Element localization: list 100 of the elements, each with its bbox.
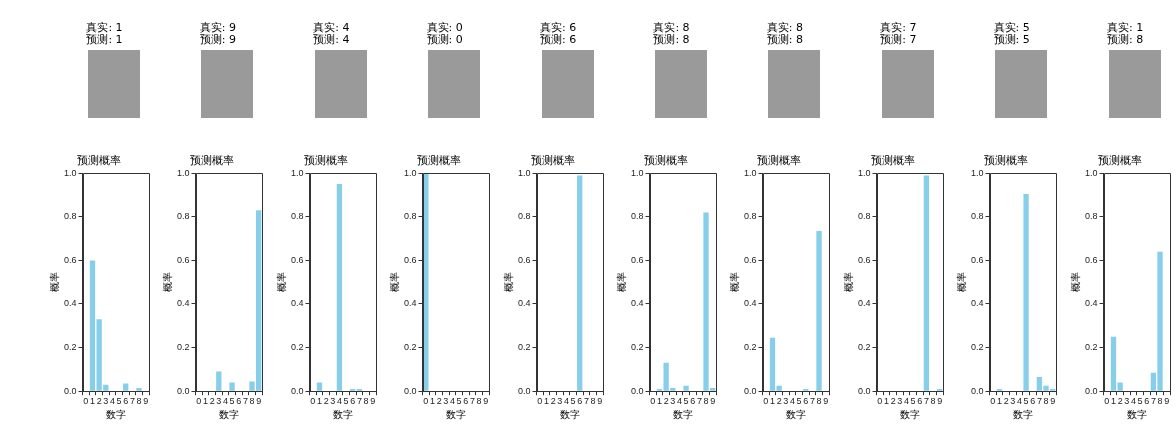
y-tick-label: 0.0 (64, 385, 77, 396)
x-tick-label: 7 (1150, 396, 1156, 407)
x-tick-label: 1 (883, 396, 889, 407)
x-tick-label: 5 (1137, 396, 1143, 407)
y-axis-title: 概率 (275, 272, 287, 293)
x-axis-title: 数字 (332, 408, 353, 420)
y-tick-label: 0.0 (290, 385, 304, 396)
y-axis-title: 概率 (48, 272, 60, 293)
x-tick-label: 5 (1023, 396, 1029, 407)
x-tick-label: 0 (423, 396, 429, 407)
y-tick-label: 0.2 (404, 342, 417, 353)
x-tick-label: 3 (556, 396, 562, 407)
x-tick-label: 2 (890, 396, 896, 407)
text: 预测: 8 (652, 33, 691, 46)
y-tick-label: 0.0 (177, 385, 190, 396)
x-tick-label: 6 (123, 396, 129, 407)
x-tick-label: 2 (96, 396, 102, 407)
y-tick-label: 0.2 (1084, 342, 1098, 353)
x-tick-label: 9 (256, 396, 262, 407)
y-tick-label: 0.2 (631, 342, 644, 353)
y-tick-label: 0.6 (290, 254, 304, 265)
x-tick-label: 3 (1010, 396, 1016, 407)
x-tick-label: 0 (990, 396, 996, 407)
x-tick-label: 0 (877, 396, 883, 407)
y-tick-label: 0.0 (744, 385, 757, 396)
x-axis-title: 数字 (445, 408, 466, 420)
x-tick-label: 4 (336, 396, 342, 407)
x-axis-title: 数字 (105, 408, 126, 420)
x-tick-label: 4 (903, 396, 909, 407)
x-tick-label: 1 (203, 396, 209, 407)
y-tick-label: 0.6 (404, 254, 417, 265)
y-tick-label: 0.4 (404, 298, 417, 309)
x-tick-label: 1 (543, 396, 549, 407)
x-tick-label: 9 (143, 396, 149, 407)
x-tick-label: 9 (710, 396, 716, 407)
y-tick-label: 0.8 (177, 211, 190, 222)
x-tick-label: 4 (1130, 396, 1136, 407)
x-axis-title: 数字 (559, 408, 580, 420)
bar (816, 230, 823, 391)
y-tick-label: 0.0 (971, 385, 984, 396)
x-tick-label: 7 (1037, 396, 1043, 407)
text: 真实: 9 (198, 21, 237, 34)
x-tick-label: 0 (650, 396, 656, 407)
x-tick-label: 7 (470, 396, 476, 407)
x-tick-label: 4 (1017, 396, 1023, 407)
x-tick-label: 9 (1050, 396, 1056, 407)
x-tick-label: 4 (790, 396, 796, 407)
chart-title: 预测概率 (643, 153, 688, 166)
x-tick-label: 0 (196, 396, 202, 407)
y-axis-title: 概率 (955, 272, 967, 293)
x-tick-label: 8 (363, 396, 369, 407)
y-tick-label: 0.2 (177, 342, 190, 353)
y-tick-label: 0.8 (290, 211, 304, 222)
x-axis-title: 数字 (899, 408, 920, 420)
x-tick-label: 1 (316, 396, 322, 407)
y-tick-label: 0.8 (744, 211, 757, 222)
y-axis-title: 概率 (162, 272, 174, 293)
x-axis-title: 数字 (1126, 408, 1147, 420)
x-tick-label: 3 (103, 396, 109, 407)
text: 真实: 4 (312, 21, 351, 34)
x-tick-label: 7 (583, 396, 589, 407)
text: 预测: 9 (198, 33, 237, 46)
x-tick-label: 8 (476, 396, 482, 407)
y-axis-title: 概率 (502, 272, 514, 293)
x-tick-label: 0 (83, 396, 89, 407)
x-tick-label: 9 (936, 396, 942, 407)
x-tick-label: 6 (463, 396, 469, 407)
x-tick-label: 2 (1003, 396, 1009, 407)
x-tick-label: 2 (1117, 396, 1123, 407)
text: 预测: 0 (425, 33, 464, 46)
y-axis-title: 概率 (1069, 272, 1081, 293)
y-tick-label: 0.4 (177, 298, 190, 309)
y-tick-label: 0.8 (517, 211, 531, 222)
x-tick-label: 3 (1123, 396, 1129, 407)
x-tick-label: 4 (223, 396, 229, 407)
x-tick-label: 8 (703, 396, 709, 407)
x-tick-label: 5 (683, 396, 689, 407)
x-tick-label: 3 (897, 396, 903, 407)
x-tick-label: 8 (249, 396, 255, 407)
x-tick-label: 5 (229, 396, 235, 407)
y-tick-label: 0.8 (64, 211, 77, 222)
x-tick-label: 5 (910, 396, 916, 407)
x-tick-label: 8 (816, 396, 822, 407)
x-tick-label: 6 (1030, 396, 1036, 407)
y-tick-label: 0.4 (290, 298, 304, 309)
x-tick-label: 8 (930, 396, 936, 407)
text: 预测: 1 (85, 33, 124, 46)
x-tick-label: 8 (1157, 396, 1163, 407)
y-tick-label: 0.6 (1084, 254, 1098, 265)
y-tick-label: 0.0 (857, 385, 871, 396)
x-axis-title: 数字 (1012, 408, 1033, 420)
text: 真实: 7 (879, 21, 918, 34)
x-tick-label: 2 (663, 396, 669, 407)
x-tick-label: 5 (456, 396, 462, 407)
text: 真实: 6 (539, 21, 578, 34)
y-tick-label: 0.4 (631, 298, 644, 309)
y-tick-label: 1.0 (64, 167, 77, 178)
x-tick-label: 3 (670, 396, 676, 407)
text: 预测: 7 (879, 33, 918, 46)
text: 预测: 6 (539, 33, 578, 46)
